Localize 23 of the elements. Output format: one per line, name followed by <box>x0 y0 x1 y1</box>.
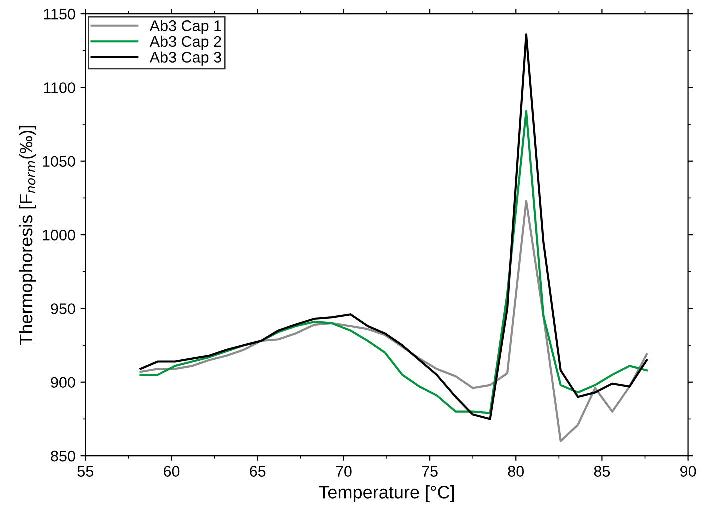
y-tick-label: 950 <box>51 304 76 314</box>
y-tick-label: 1100 <box>44 82 76 94</box>
legend-label: Ab3 Cap 1 <box>150 20 222 34</box>
legend-label: Ab3 Cap 2 <box>150 36 222 50</box>
x-tick-label: 55 <box>78 466 94 477</box>
x-tick-label: 85 <box>594 466 610 477</box>
y-axis-title: Thermophoresis [F$_{norm}$(‰)] <box>19 126 36 345</box>
y-tick-label: 1000 <box>43 230 76 241</box>
legend-label: Ab3 Cap 3 <box>150 52 222 66</box>
x-tick-label: 80 <box>508 466 524 477</box>
y-tick-label: 900 <box>51 377 76 388</box>
line-series <box>140 200 648 442</box>
x-tick-label: 65 <box>250 466 266 477</box>
line-series <box>140 110 648 414</box>
x-tick-label: 75 <box>422 466 438 477</box>
x-tick-label: 90 <box>680 466 696 477</box>
y-tick-label: 850 <box>51 450 76 462</box>
x-tick-label: 60 <box>164 466 180 477</box>
y-tick-label: 1150 <box>44 8 76 20</box>
line-series <box>140 34 648 420</box>
x-axis-title: Temperature [°C] <box>319 486 454 502</box>
x-tick-label: 70 <box>336 466 352 477</box>
y-tick-label: 1050 <box>43 156 76 168</box>
